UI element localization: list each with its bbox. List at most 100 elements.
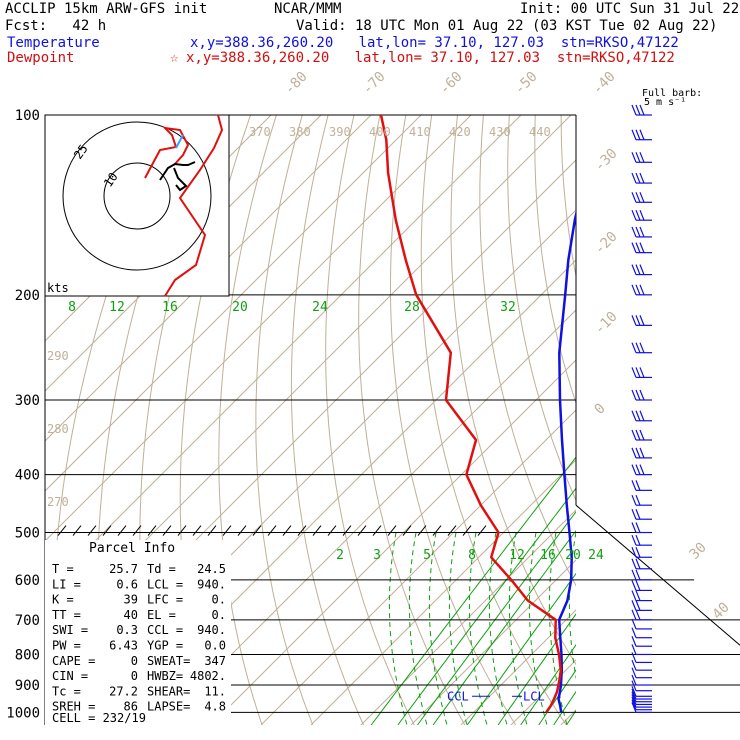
wind-barb — [631, 618, 652, 630]
wind-barb — [631, 447, 652, 459]
wind-barb — [631, 494, 652, 506]
wind-barb — [631, 569, 652, 581]
wind-barb-flag — [635, 104, 641, 116]
hodograph-ring-label: 25 — [71, 142, 91, 162]
wind-barb-flag — [631, 547, 637, 558]
wind-barb-flag — [639, 464, 645, 475]
wind-barb-flag — [631, 410, 637, 421]
wind-barb-flag — [635, 209, 641, 221]
theta-side-label: 280 — [47, 422, 69, 436]
wind-barb-flag — [631, 627, 637, 638]
wind-barb — [631, 644, 652, 656]
isotherm-line — [711, 115, 740, 725]
isotherm-label: -30 — [592, 146, 621, 175]
wind-barb — [631, 696, 652, 708]
wind-barb-flag — [631, 508, 637, 520]
wind-level-tick — [162, 525, 172, 536]
wind-barb-flag — [639, 104, 645, 116]
wind-barb — [631, 342, 652, 354]
wind-barb — [631, 508, 652, 520]
wind-barb — [631, 590, 652, 602]
wind-barb-flag — [631, 494, 637, 506]
wind-barb-flag — [631, 659, 637, 671]
wind-barb-flag — [639, 129, 645, 140]
wind-level-tick — [102, 525, 112, 536]
mixing-ratio-label: 24 — [588, 548, 604, 563]
barb-legend-units: 5 m s⁻¹ — [644, 97, 686, 108]
wind-level-tick — [312, 525, 322, 536]
wind-barb-flag — [631, 315, 637, 326]
isotherm-line — [45, 115, 522, 592]
isotherm-line — [410, 559, 576, 725]
wind-barb-flag — [631, 209, 637, 221]
wind-barb — [631, 600, 652, 611]
moist-adiabat — [388, 532, 408, 725]
parcel-row-label: TT = — [52, 608, 81, 622]
wind-barb-flag — [635, 508, 641, 520]
wind-level-tick — [327, 525, 337, 536]
wind-barb-flag — [631, 590, 637, 601]
temperature-legend: Temperature — [7, 35, 100, 51]
wind-barb-flag — [631, 429, 637, 441]
wind-barb-flag — [635, 152, 641, 163]
isotherm-label: 0 — [592, 401, 609, 418]
wind-barb — [631, 674, 652, 686]
isotherm-line — [611, 115, 740, 725]
theta-label: 370 — [249, 125, 271, 139]
wind-barb — [631, 609, 652, 621]
wind-level-tick — [147, 525, 157, 536]
isotherm-label: -70 — [360, 69, 389, 98]
dry-adiabat — [665, 115, 740, 725]
wind-barb-flag — [639, 389, 645, 401]
wind-barb-flag — [639, 447, 645, 459]
parcel-row-value: 0.3 — [116, 623, 138, 637]
wind-barb-flag — [631, 702, 637, 713]
wind-level-tick — [342, 525, 352, 536]
mixing-ratio-label: 20 — [565, 548, 581, 563]
wind-barb — [631, 480, 652, 491]
mixing-ratio-line — [553, 690, 576, 725]
dry-adiabat — [420, 115, 567, 725]
parcel-row-label: LAPSE= — [147, 700, 190, 714]
mixing-ratio-label: 12 — [109, 300, 125, 315]
ccl-marker: CCL — [447, 689, 469, 703]
wind-barb-flag — [631, 447, 637, 459]
wind-barb — [631, 410, 652, 422]
mixing-ratio-label: 3 — [373, 548, 381, 563]
wind-barb-flag — [635, 342, 641, 353]
parcel-row-label: SHEAR= — [147, 684, 190, 698]
parcel-row-value: 11. — [204, 684, 226, 698]
wind-barb-flag — [631, 464, 637, 475]
wind-barb-flag — [631, 534, 637, 546]
lcl-marker: LCL — [523, 689, 545, 703]
pressure-tick-label: 200 — [15, 288, 40, 304]
wind-barb-flag — [639, 264, 645, 275]
parcel-row-label: Tc = — [52, 684, 81, 698]
wind-barb-flag — [635, 522, 641, 533]
wind-barb-flag — [639, 429, 645, 441]
wind-level-tick — [477, 525, 487, 536]
wind-barb-flag — [631, 522, 637, 533]
wind-barb-flag — [639, 284, 645, 296]
parcel-row-value: 0 — [131, 669, 138, 683]
wind-barb — [631, 652, 652, 664]
wind-barb — [631, 264, 652, 276]
wind-level-tick — [132, 525, 142, 536]
parcel-info-box — [45, 540, 231, 725]
mixing-ratio-line — [466, 572, 576, 725]
isotherm-label: 30 — [687, 540, 710, 563]
wind-barb — [631, 686, 652, 697]
wind-barb — [631, 547, 652, 558]
parcel-row-label: YGP = — [147, 639, 183, 653]
isotherm-line — [460, 609, 576, 725]
isotherm-line — [160, 309, 576, 725]
isotherm-line — [260, 409, 576, 725]
wind-barb-flag — [631, 618, 637, 630]
parcel-row-value: 0.0 — [204, 639, 226, 653]
wind-level-tick — [402, 525, 412, 536]
hodograph-ring-label: 10 — [101, 170, 121, 190]
wind-level-tick — [372, 525, 382, 536]
parcel-row-value: 27.2 — [109, 684, 138, 698]
hodograph-black-trace — [173, 167, 188, 192]
